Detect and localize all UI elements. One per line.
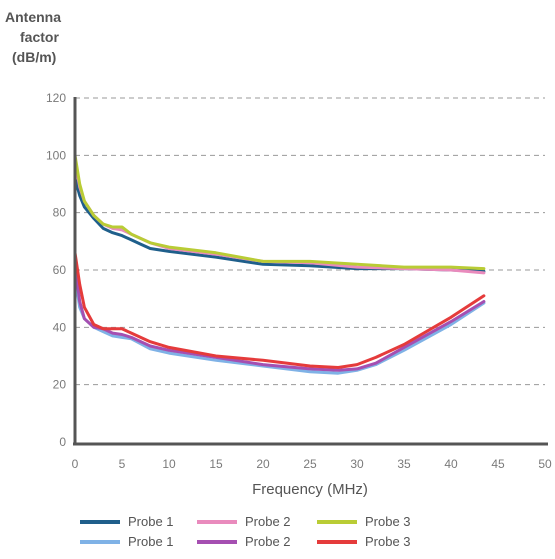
x-tick-label: 25 (303, 457, 317, 471)
x-tick-label: 30 (350, 457, 364, 471)
y-axis-title: Antenna factor (dB/m) (5, 9, 61, 65)
x-tick-label: 0 (72, 457, 79, 471)
y-tick-label: 80 (53, 206, 67, 220)
x-tick-label: 35 (397, 457, 411, 471)
legend-label-3: Probe 3 (365, 514, 411, 529)
y-tick-label: 100 (46, 148, 66, 162)
legend-label-6: Probe 3 (365, 534, 411, 549)
y-axis-title-line-3: (dB/m) (12, 49, 56, 65)
y-tick-label: 120 (46, 91, 66, 105)
x-axis-title: Frequency (MHz) (252, 481, 368, 498)
x-tick-label: 10 (162, 457, 176, 471)
series-lines (73, 153, 486, 375)
legend: Probe 1 Probe 2 Probe 3 Probe 1 Probe 2 Probe… (80, 514, 411, 549)
legend-label-1: Probe 1 (128, 514, 174, 529)
series-line-1 (73, 176, 486, 273)
series-line-6 (73, 251, 486, 369)
x-tick-label: 45 (491, 457, 505, 471)
y-tick-label: 20 (53, 378, 67, 392)
legend-label-2: Probe 2 (245, 514, 291, 529)
y-tick-label: 40 (53, 320, 67, 334)
series-line-4 (73, 274, 486, 375)
x-tick-label: 50 (538, 457, 552, 471)
y-tick-label: 60 (53, 263, 67, 277)
x-tick-label: 20 (256, 457, 270, 471)
x-tick-labels: 0 5 10 15 20 25 30 35 40 45 50 (72, 457, 552, 471)
series-line-2 (73, 159, 486, 275)
series-line-3 (73, 153, 486, 271)
series-line-5 (73, 262, 486, 372)
legend-label-5: Probe 2 (245, 534, 291, 549)
y-tick-labels: 0 20 40 60 80 100 120 (46, 91, 66, 449)
y-tick-label: 0 (59, 435, 66, 449)
x-tick-label: 40 (444, 457, 458, 471)
x-tick-label: 15 (209, 457, 223, 471)
y-axis-title-line-1: Antenna (5, 9, 61, 25)
legend-label-4: Probe 1 (128, 534, 174, 549)
x-tick-label: 5 (119, 457, 126, 471)
y-axis-title-line-2: factor (20, 29, 59, 45)
